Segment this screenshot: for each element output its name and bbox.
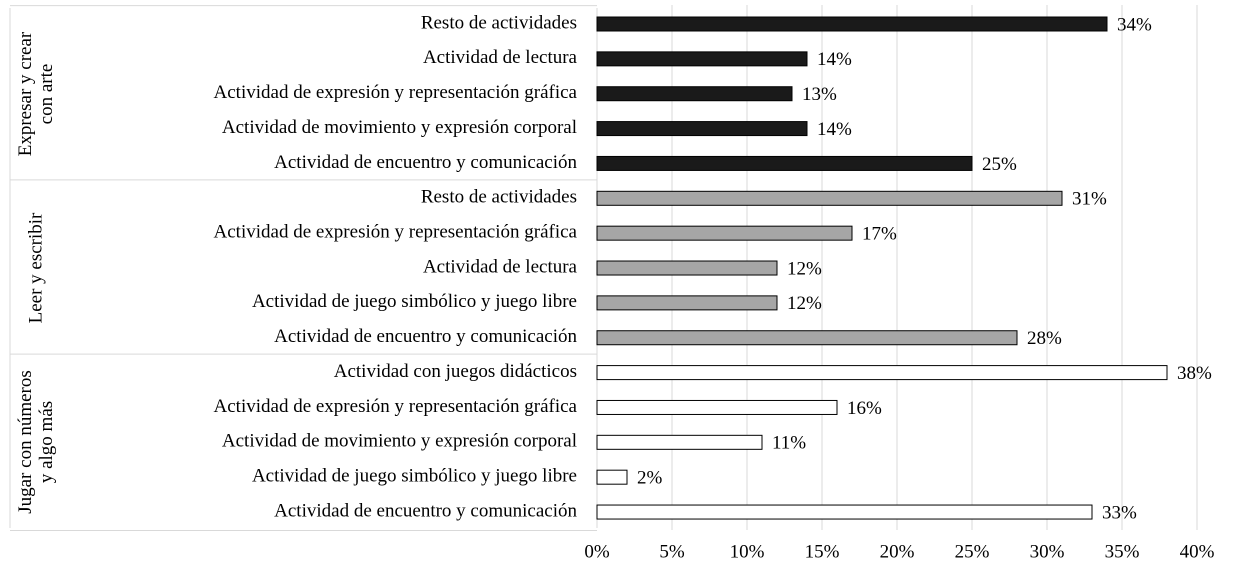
bar — [596, 504, 1093, 520]
x-tick-label: 0% — [584, 541, 610, 562]
category-label: Actividad de encuentro y comunicación — [274, 326, 577, 347]
bar — [596, 16, 1108, 32]
x-tick-label: 35% — [1105, 541, 1140, 562]
category-label: Actividad de movimiento y expresión corp… — [222, 431, 577, 452]
x-tick-label: 20% — [880, 541, 915, 562]
value-label: 16% — [847, 398, 882, 419]
category-label: Actividad de movimiento y expresión corp… — [222, 117, 577, 138]
category-label: Actividad de juego simbólico y juego lib… — [252, 466, 577, 487]
category-label: Actividad con juegos didácticos — [334, 361, 577, 382]
bar — [596, 121, 808, 137]
bar — [596, 190, 1063, 206]
value-label: 14% — [817, 49, 852, 70]
bar — [596, 330, 1018, 346]
value-label: 2% — [637, 468, 663, 489]
category-label: Actividad de juego simbólico y juego lib… — [252, 291, 577, 312]
value-label: 14% — [817, 119, 852, 140]
bar — [596, 365, 1168, 381]
value-label: 12% — [787, 293, 822, 314]
category-label: Actividad de lectura — [423, 47, 578, 68]
bar — [596, 399, 838, 415]
bar — [596, 434, 763, 450]
group-label: Jugar con números y algo más — [15, 370, 57, 515]
bar — [596, 225, 853, 241]
x-tick-label: 40% — [1180, 541, 1215, 562]
category-label: Resto de actividades — [421, 12, 577, 33]
bar — [596, 469, 628, 485]
category-label: Actividad de expresión y representación … — [214, 396, 578, 417]
category-label: Resto de actividades — [421, 187, 577, 208]
value-label: 12% — [787, 258, 822, 279]
category-label: Actividad de encuentro y comunicación — [274, 500, 577, 521]
category-label: Actividad de expresión y representación … — [214, 222, 578, 243]
group-label: Expresar y crear con arte — [15, 31, 57, 156]
group-label: Leer y escribir — [25, 212, 47, 324]
category-label: Actividad de lectura — [423, 256, 578, 277]
value-label: 11% — [772, 433, 806, 454]
category-label: Actividad de expresión y representación … — [214, 82, 578, 103]
bar — [596, 295, 778, 311]
value-label: 38% — [1177, 363, 1212, 384]
value-label: 25% — [982, 154, 1017, 175]
bar — [596, 86, 793, 102]
category-label: Actividad de encuentro y comunicación — [274, 152, 577, 173]
value-label: 28% — [1027, 328, 1062, 349]
value-label: 31% — [1072, 189, 1107, 210]
value-label: 34% — [1117, 14, 1152, 35]
value-label: 13% — [802, 84, 837, 105]
bar — [596, 260, 778, 276]
value-label: 33% — [1102, 502, 1137, 523]
x-tick-label: 25% — [955, 541, 990, 562]
x-tick-label: 30% — [1030, 541, 1065, 562]
bar — [596, 155, 973, 171]
bar — [596, 51, 808, 67]
value-label: 17% — [862, 224, 897, 245]
x-tick-label: 10% — [730, 541, 765, 562]
x-tick-label: 5% — [659, 541, 685, 562]
x-tick-label: 15% — [805, 541, 840, 562]
